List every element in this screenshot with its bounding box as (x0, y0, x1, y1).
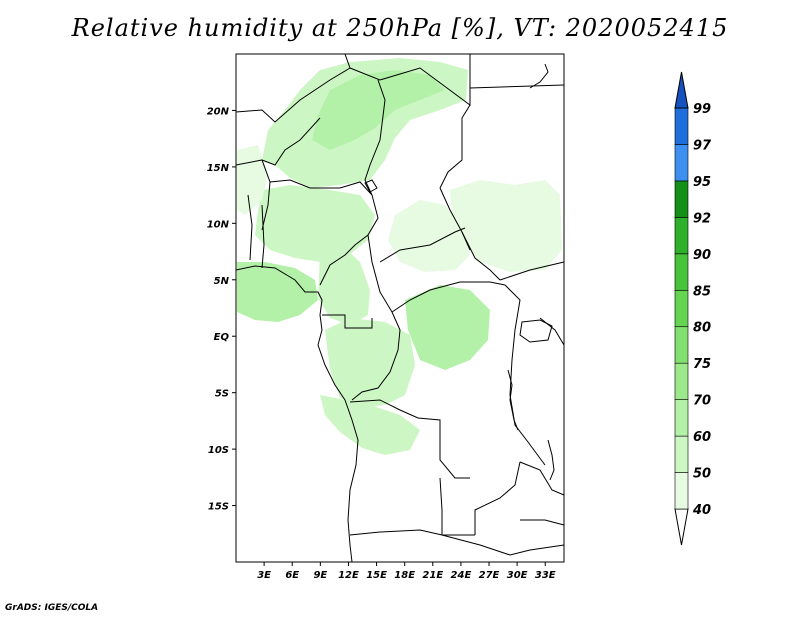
lat-tick-label: 10S (208, 445, 229, 456)
lon-tick-label: 12E (338, 570, 359, 581)
rh-region-sudan-east (450, 180, 562, 272)
colorbar-level-label: 80 (693, 321, 711, 336)
border-congo-drc (351, 311, 401, 401)
border-ghana-togo (247, 194, 265, 269)
latitude-axis: 20N 15N 10N 5N EQ 5S 10S 15S (207, 106, 236, 513)
lon-tick-label: 9E (313, 570, 327, 581)
colorbar-segment (674, 253, 689, 291)
colorbar-segment (674, 399, 689, 437)
lake-malawi (547, 439, 555, 481)
colorbar-segment (674, 326, 689, 364)
lat-tick-label: EQ (214, 332, 230, 343)
longitude-axis: 3E 6E 9E 12E 15E 18E 21E 24E 27E 30E 33E (257, 562, 556, 581)
colorbar-segment (674, 180, 689, 218)
east-africa-coast (529, 63, 565, 346)
border-drc-east (504, 284, 546, 466)
rh-region-car (388, 200, 470, 272)
colorbar-segment (674, 107, 689, 145)
border-mozambique (519, 461, 565, 526)
colorbar-level-label: 92 (693, 211, 711, 226)
border-south-africa (441, 534, 565, 556)
country-borders (235, 53, 565, 563)
colorbar-level-label: 70 (693, 394, 711, 409)
rh-region-congo-central (405, 285, 490, 370)
colorbar-level-label: 40 (692, 503, 711, 518)
lat-tick-label: 5N (214, 276, 230, 287)
border-niger-nigeria (269, 179, 373, 196)
colorbar: 40 50 60 70 75 80 85 90 92 95 97 99 (674, 71, 712, 546)
lat-tick-label: 20N (207, 106, 230, 117)
rh-region-cameroon (318, 248, 370, 325)
lon-tick-label: 18E (394, 570, 415, 581)
colorbar-level-label: 85 (693, 284, 711, 299)
colorbar-level-label: 50 (693, 467, 711, 482)
colorbar-level-label: 99 (693, 102, 711, 117)
humidity-shading (237, 58, 562, 455)
border-libya-egypt (469, 84, 565, 89)
lat-tick-label: 15S (208, 502, 229, 513)
rh-region-west-edge (237, 145, 268, 215)
lat-tick-label: 5S (215, 389, 229, 400)
lon-tick-label: 3E (257, 570, 271, 581)
border-angola-zambia (439, 477, 475, 536)
border-burkina (235, 159, 271, 231)
colorbar-level-label: 97 (693, 138, 712, 153)
lon-tick-label: 33E (535, 570, 556, 581)
lon-tick-label: 27E (479, 570, 500, 581)
colorbar-segment (674, 289, 689, 328)
border-mali-niger (261, 117, 321, 166)
lat-tick-label: 10N (207, 219, 230, 230)
border-car-drc (391, 281, 506, 313)
colorbar-upper-extension (674, 71, 689, 109)
colorbar-level-label: 95 (693, 175, 711, 190)
lon-tick-label: 6E (285, 570, 299, 581)
colorbar-level-label: 75 (693, 357, 711, 372)
border-angola-namibia (349, 529, 443, 536)
lon-tick-label: 24E (451, 570, 472, 581)
colorbar-segment (674, 362, 689, 400)
border-car-sudan (379, 227, 501, 281)
colorbar-level-label: 90 (693, 248, 711, 263)
border-gabon-congo (322, 314, 373, 329)
rh-region-guinea-coast (237, 262, 318, 322)
border-drc-angola (349, 399, 470, 479)
colorbar-segment (674, 472, 689, 510)
map-frame (235, 53, 565, 563)
lake-chad (364, 179, 378, 193)
border-sudan-south (499, 261, 565, 281)
lake-victoria (519, 319, 553, 343)
colorbar-segment (674, 217, 689, 255)
border-zambia-tanzania (474, 461, 521, 535)
colorbar-segment (674, 435, 689, 473)
border-nigeria-cameroon (319, 194, 379, 286)
colorbar-lower-extension (674, 508, 689, 546)
map-title: Relative humidity at 250hPa [%], VT: 202… (71, 14, 729, 42)
border-libya-chad (439, 104, 471, 189)
rh-region-sahel-north-core (312, 70, 445, 150)
footer-credit: GrADS: IGES/COLA (5, 603, 99, 613)
rh-region-angola-north (320, 395, 420, 455)
colorbar-segment (674, 144, 689, 182)
coastline-guinea (235, 265, 359, 563)
lon-tick-label: 15E (366, 570, 387, 581)
lon-tick-label: 30E (507, 570, 528, 581)
border-cameroon-car (367, 234, 393, 313)
lat-tick-label: 15N (207, 163, 230, 174)
colorbar-level-label: 60 (693, 430, 711, 445)
lon-tick-label: 21E (422, 570, 443, 581)
rh-region-nigeria (255, 185, 375, 262)
lake-tanganyika (507, 369, 519, 431)
rh-region-congo-west (325, 318, 415, 408)
